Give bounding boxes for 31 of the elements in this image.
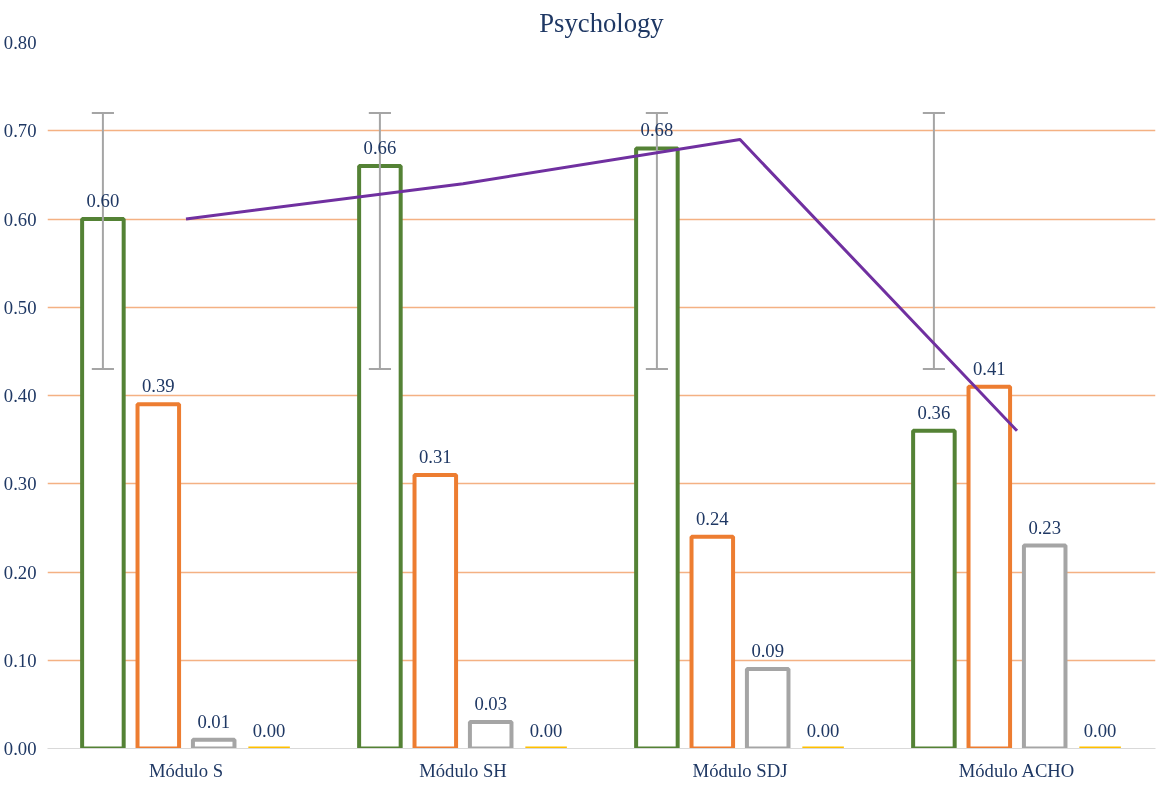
data-label: 0.68 <box>640 119 674 141</box>
y-tick-label: 0.60 <box>3 208 37 230</box>
y-tick-label: 0.80 <box>3 32 37 53</box>
data-label: 0.00 <box>1083 719 1117 741</box>
y-tick-label: 0.40 <box>3 385 37 406</box>
data-label: 0.03 <box>474 693 508 715</box>
x-tick-label: Módulo SH <box>419 759 507 781</box>
y-tick-label: 0.20 <box>3 561 37 583</box>
y-tick-label: 0.00 <box>3 738 37 759</box>
x-tick-label: Módulo ACHO <box>958 759 1075 781</box>
line-series <box>184 138 1019 433</box>
y-tick-label: 0.50 <box>3 296 37 318</box>
y-tick-label: 0.70 <box>3 120 37 142</box>
data-label: 0.41 <box>972 357 1006 379</box>
data-label: 0.00 <box>252 719 286 741</box>
data-label: 0.23 <box>1028 516 1062 538</box>
data-label: 0.24 <box>695 507 730 529</box>
data-label: 0.01 <box>197 710 231 732</box>
chart-title: Psychology <box>539 7 665 38</box>
data-label: 0.60 <box>86 190 120 211</box>
data-label: 0.39 <box>141 375 175 397</box>
x-tick-label: Módulo SDJ <box>692 759 788 781</box>
x-tick-label: Módulo S <box>148 759 224 781</box>
data-label: 0.09 <box>751 640 785 662</box>
data-label: 0.00 <box>806 719 840 741</box>
data-label: 0.66 <box>363 137 397 159</box>
data-label: 0.36 <box>917 401 951 423</box>
y-tick-label: 0.10 <box>3 649 37 671</box>
data-label: 0.00 <box>529 719 563 741</box>
y-tick-label: 0.30 <box>3 473 37 495</box>
data-label: 0.31 <box>418 445 452 467</box>
